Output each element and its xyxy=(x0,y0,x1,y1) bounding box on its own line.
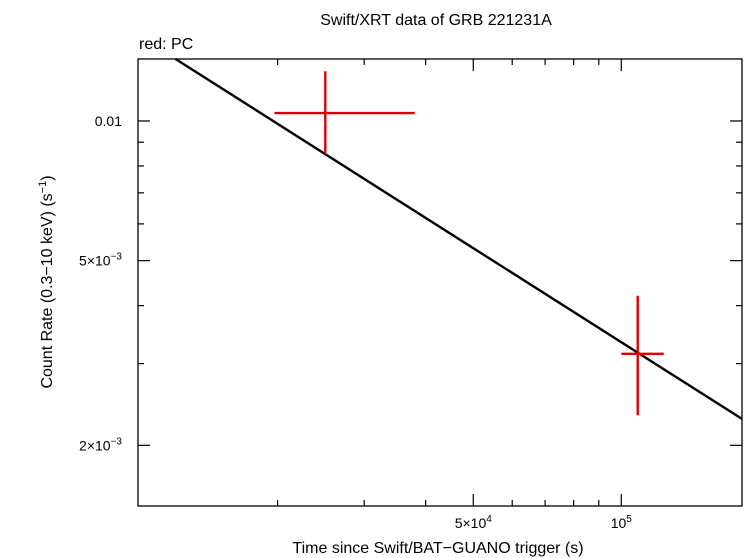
x-axis-label: Time since Swift/BAT−GUANO trigger (s) xyxy=(292,540,583,557)
y-tick-label-mantissa: 5×10 xyxy=(79,253,111,269)
model-fit-line xyxy=(174,57,743,420)
data-points xyxy=(274,71,664,416)
y-tick-label-mantissa: 0.01 xyxy=(95,113,122,129)
y-axis-label-main: Count Rate (0.3−10 keV) (s xyxy=(39,193,56,388)
x-tick-label-mantissa: 10 xyxy=(611,515,627,531)
y-axis-label: Count Rate (0.3−10 keV) (s−1) xyxy=(37,175,56,388)
data-point xyxy=(621,295,664,416)
legend-label: red: PC xyxy=(139,36,193,53)
y-axis-label-sup: −1 xyxy=(37,181,49,194)
plot-frame xyxy=(137,58,743,507)
x-tick-label: 5×104 xyxy=(455,514,493,531)
y-axis-label-end: ) xyxy=(39,175,56,180)
x-tick-label-exponent: 5 xyxy=(626,514,632,525)
axis-ticks xyxy=(138,59,742,506)
y-tick-label: 2×10−3 xyxy=(79,436,122,453)
data-point xyxy=(274,71,415,154)
y-tick-label-exponent: −3 xyxy=(111,436,123,447)
y-tick-label-exponent: −3 xyxy=(111,252,123,263)
y-tick-label-mantissa: 2×10 xyxy=(79,437,111,453)
y-tick-label: 0.01 xyxy=(95,113,122,129)
x-tick-label-exponent: 4 xyxy=(486,514,492,525)
x-tick-label: 105 xyxy=(611,514,633,531)
y-tick-label: 5×10−3 xyxy=(79,252,122,269)
chart-title: Swift/XRT data of GRB 221231A xyxy=(320,12,552,29)
x-tick-label-mantissa: 5×10 xyxy=(455,515,487,531)
